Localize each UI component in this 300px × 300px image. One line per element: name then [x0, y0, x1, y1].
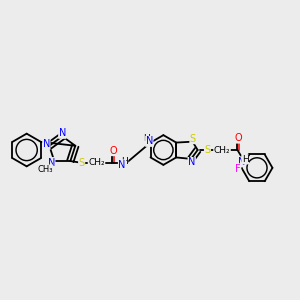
Text: H: H: [242, 155, 249, 164]
Text: CH₃: CH₃: [38, 165, 53, 174]
Text: O: O: [235, 133, 242, 143]
Text: H: H: [121, 158, 128, 166]
Text: N: N: [118, 160, 126, 170]
Text: N: N: [58, 128, 66, 138]
Text: N: N: [146, 136, 153, 146]
Text: S: S: [79, 158, 85, 167]
Text: N: N: [43, 139, 50, 149]
Text: CH₂: CH₂: [88, 158, 105, 167]
Text: N: N: [238, 157, 245, 167]
Text: S: S: [190, 134, 196, 144]
Text: N: N: [48, 158, 55, 167]
Text: N: N: [188, 158, 195, 167]
Text: CH₂: CH₂: [214, 146, 230, 154]
Text: S: S: [204, 145, 211, 155]
Text: F: F: [235, 164, 241, 174]
Text: H: H: [144, 134, 150, 142]
Text: O: O: [109, 146, 117, 156]
